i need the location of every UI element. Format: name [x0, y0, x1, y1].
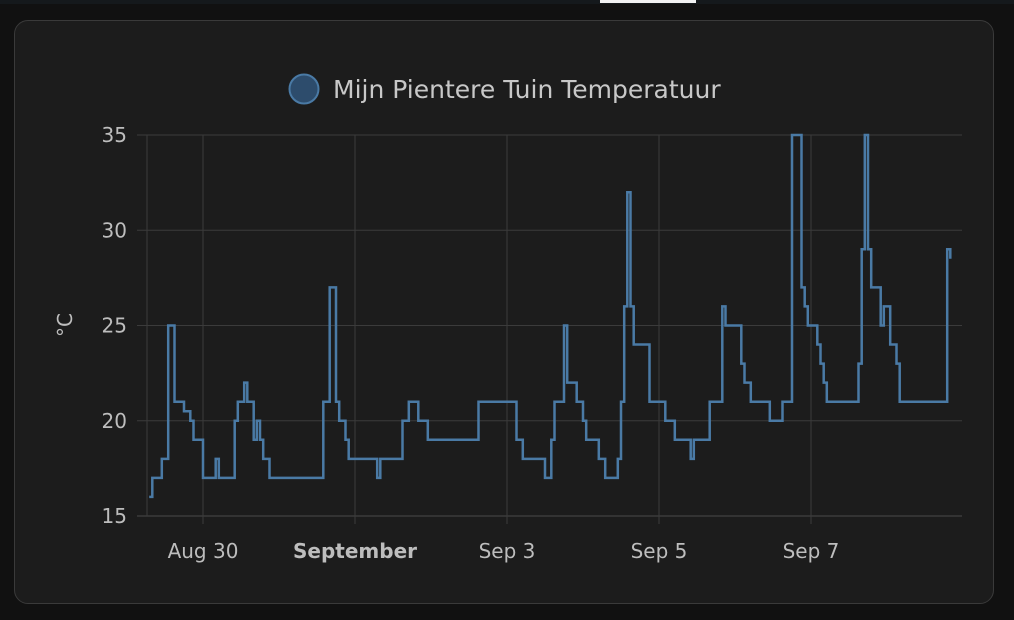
history-graph-card [14, 20, 994, 604]
y-tick-label: 20 [102, 409, 127, 433]
x-tick-label: Sep 3 [479, 539, 536, 563]
x-tick-label: Sep 5 [631, 539, 688, 563]
legend-label: Mijn Pientere Tuin Temperatuur [333, 75, 721, 104]
x-tick-label: Sep 7 [783, 539, 840, 563]
chart-legend[interactable]: Mijn Pientere Tuin Temperatuur [288, 73, 722, 105]
active-tab-indicator [600, 0, 696, 3]
y-tick-label: 25 [102, 314, 127, 338]
chart-grid [137, 134, 962, 524]
y-axis-title: °C [53, 313, 77, 337]
chart-series [149, 133, 952, 499]
y-tick-label: 30 [102, 218, 127, 242]
series-line [149, 133, 952, 499]
y-axis-ticks: 15 20 25 30 35 [102, 123, 127, 528]
y-tick-label: 15 [102, 504, 127, 528]
y-tick-label: 35 [102, 123, 127, 147]
x-axis-ticks: Aug 30 September Sep 3 Sep 5 Sep 7 [168, 539, 840, 563]
x-tick-label: Aug 30 [168, 539, 239, 563]
x-tick-label: September [293, 539, 417, 563]
top-bar [0, 0, 1014, 4]
legend-color-icon [288, 73, 320, 105]
